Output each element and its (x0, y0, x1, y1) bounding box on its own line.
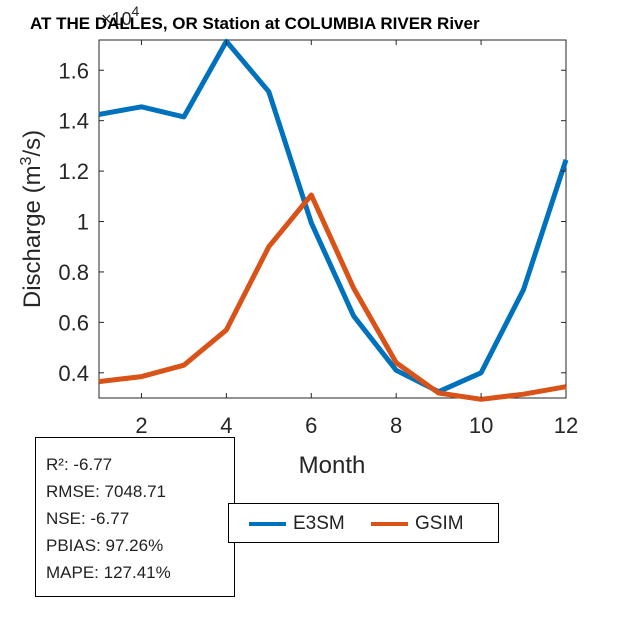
legend-gsim-label: GSIM (415, 513, 464, 534)
y-tick-label: 0.4 (58, 361, 89, 386)
x-tick-label: 8 (390, 413, 402, 438)
legend-e3sm-swatch (249, 522, 286, 526)
stat-r2: R²: -6.77 (46, 455, 113, 474)
plot-area (98, 39, 567, 399)
stats-box: R²: -6.77 RMSE: 7048.71 NSE: -6.77 PBIAS… (35, 437, 235, 597)
stat-pbias: PBIAS: 97.26% (46, 536, 164, 555)
legend: E3SM GSIM (228, 503, 499, 543)
series-line-gsim (98, 192, 567, 402)
x-tick-label: 6 (305, 413, 317, 438)
stat-mape: MAPE: 127.41% (46, 563, 171, 582)
y-tick-label: 0.6 (58, 310, 89, 335)
y-tick-label: 1.4 (58, 109, 89, 134)
series-line-e3sm (98, 38, 569, 395)
x-axis-label: Month (299, 452, 366, 479)
y-tick-label: 1.2 (58, 159, 89, 184)
legend-e3sm-label: E3SM (293, 513, 345, 534)
x-tick-label: 10 (469, 413, 493, 438)
x-tick-label: 2 (135, 413, 147, 438)
x-tick-label: 4 (220, 413, 232, 438)
x-tick-label: 12 (554, 413, 578, 438)
stat-rmse: RMSE: 7048.71 (46, 482, 167, 501)
y-tick-label: 1.6 (58, 58, 89, 83)
legend-gsim-swatch (371, 522, 408, 526)
chart-title: AT THE DALLES, OR Station at COLUMBIA RI… (30, 14, 480, 33)
y-axis-label: Discharge (m3/s) (18, 130, 46, 308)
y-tick-label: 1 (77, 210, 89, 235)
stat-nse: NSE: -6.77 (46, 509, 130, 528)
y-tick-label: 0.8 (58, 260, 89, 285)
